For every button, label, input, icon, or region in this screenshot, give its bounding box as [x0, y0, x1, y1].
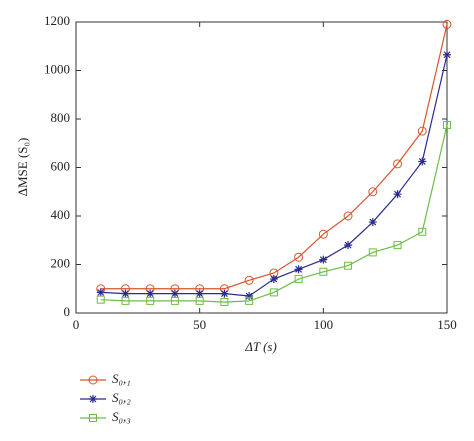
y-tick-label: 1000	[44, 61, 70, 76]
marker	[220, 289, 229, 298]
y-tick-label: 400	[51, 207, 71, 222]
marker	[269, 275, 278, 284]
marker	[368, 218, 377, 227]
x-tick-label: 100	[314, 317, 334, 332]
marker	[418, 157, 427, 166]
marker	[319, 255, 328, 264]
legend-label: S₀,₂	[112, 390, 131, 405]
marker	[146, 296, 155, 305]
marker	[96, 288, 105, 297]
marker	[245, 292, 254, 301]
marker	[344, 261, 353, 270]
x-tick-label: 0	[73, 317, 80, 332]
series-line	[100, 24, 448, 290]
y-tick-label: 800	[51, 110, 71, 125]
marker	[269, 288, 278, 297]
marker	[88, 375, 98, 385]
marker	[443, 121, 451, 130]
marker	[418, 227, 427, 236]
marker	[245, 296, 254, 305]
marker	[417, 126, 427, 136]
series-line	[100, 54, 448, 297]
marker	[343, 211, 353, 221]
x-axis-label: ΔT (s)	[244, 339, 277, 354]
marker	[96, 295, 105, 304]
marker	[89, 395, 97, 403]
marker	[319, 267, 328, 276]
y-tick-label: 200	[51, 255, 71, 270]
marker	[170, 289, 179, 298]
marker	[170, 296, 179, 305]
marker	[442, 19, 452, 29]
x-tick-label: 150	[437, 317, 457, 332]
marker	[393, 159, 403, 169]
marker	[220, 298, 229, 307]
marker	[195, 296, 204, 305]
marker	[368, 248, 377, 257]
legend-label: S₀,₁	[112, 371, 131, 386]
marker	[393, 190, 402, 199]
marker	[146, 289, 155, 298]
y-tick-label: 1200	[44, 13, 70, 28]
marker	[89, 414, 97, 422]
marker	[244, 275, 254, 285]
marker	[121, 289, 130, 298]
marker	[318, 229, 328, 239]
marker	[121, 296, 130, 305]
y-axis-label: ΔMSE (S₀)	[15, 138, 30, 197]
legend-label: S₀,₃	[112, 409, 131, 424]
series-line	[100, 124, 448, 303]
marker	[368, 187, 378, 197]
marker	[195, 289, 204, 298]
marker	[443, 50, 451, 59]
plot-frame	[75, 21, 448, 314]
marker	[294, 252, 304, 262]
marker	[294, 265, 303, 274]
y-tick-label: 0	[64, 304, 71, 319]
x-tick-label: 50	[193, 317, 206, 332]
marker	[294, 275, 303, 284]
marker	[344, 241, 353, 250]
y-tick-label: 600	[51, 158, 71, 173]
marker	[393, 241, 402, 250]
